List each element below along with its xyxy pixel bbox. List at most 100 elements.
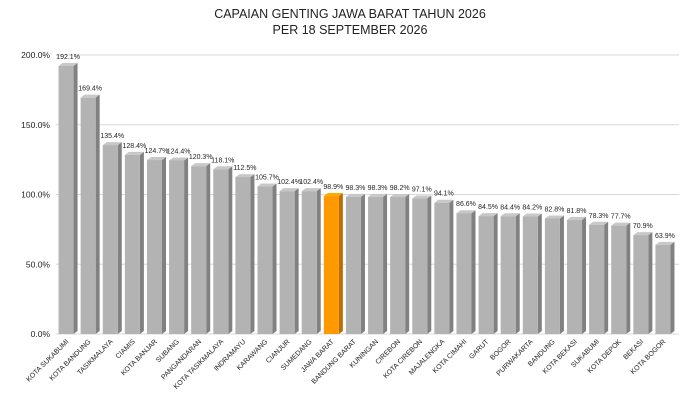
data-label: 70.9% <box>633 223 653 230</box>
bar <box>478 216 494 334</box>
category-label: KOTA BANDUNG <box>49 338 93 382</box>
bar-top <box>434 199 454 203</box>
y-tick-label: 100.0% <box>21 190 50 200</box>
data-label: 124.7% <box>145 148 169 155</box>
bar-side <box>139 151 144 334</box>
bar <box>58 66 74 334</box>
bar <box>345 196 361 334</box>
bars <box>58 63 675 334</box>
bar <box>191 166 207 334</box>
bar-top <box>301 188 321 192</box>
bar-top <box>390 194 410 198</box>
bar-top <box>257 183 277 187</box>
y-tick-label: 0.0% <box>31 329 51 339</box>
data-label: 98.3% <box>368 185 388 192</box>
data-label: 105.7% <box>255 175 279 182</box>
bar-top <box>235 174 255 178</box>
bar-top <box>478 213 498 217</box>
chart-title: CAPAIAN GENTING JAWA BARAT TAHUN 2026 PE… <box>0 6 700 38</box>
data-label: 192.1% <box>56 54 80 61</box>
bar <box>412 198 428 334</box>
bar-side <box>316 188 321 334</box>
data-label: 84.4% <box>500 204 520 211</box>
bar <box>456 213 472 334</box>
bar-side <box>471 210 476 334</box>
y-tick-label: 150.0% <box>21 120 50 130</box>
data-label: 98.9% <box>323 184 343 191</box>
data-label: 77.7% <box>611 214 631 221</box>
category-label: KOTA CIREBON <box>382 338 424 380</box>
bar <box>102 145 118 334</box>
data-label: 84.2% <box>522 205 542 212</box>
bar-side <box>73 63 78 334</box>
y-tick-label: 200.0% <box>21 50 50 60</box>
bar-side <box>559 215 564 334</box>
bar-top <box>456 210 476 214</box>
bar-top <box>191 163 211 167</box>
bar-top <box>633 232 653 236</box>
bar <box>80 97 96 334</box>
bar-side <box>360 193 365 334</box>
bar <box>279 191 295 334</box>
category-label: CIAMIS <box>115 338 137 360</box>
data-label: 124.4% <box>167 148 191 155</box>
bar-top <box>544 215 564 219</box>
bar-top <box>368 193 388 197</box>
bar-side <box>338 193 343 334</box>
bar-top <box>345 193 365 197</box>
data-label: 63.9% <box>655 233 675 240</box>
bar-side <box>537 213 542 334</box>
data-label: 78.3% <box>589 213 609 220</box>
bar <box>124 154 140 334</box>
bar-top <box>279 188 299 192</box>
bar <box>301 191 317 334</box>
bar <box>589 224 605 334</box>
bar-top <box>500 213 520 217</box>
bar-top <box>611 222 631 226</box>
bar-side <box>206 163 211 334</box>
bar <box>169 160 185 334</box>
bar <box>611 225 627 334</box>
bar-side <box>648 232 653 334</box>
bar <box>235 177 251 334</box>
data-label: 135.4% <box>100 133 124 140</box>
bar-side <box>670 241 675 334</box>
data-label: 98.3% <box>346 185 366 192</box>
bar-side <box>250 174 255 334</box>
bar-side <box>493 213 498 334</box>
bar-side <box>95 94 100 334</box>
data-labels: 192.1% 169.4% 135.4% 128.4%124.7%124.4%120.… <box>56 54 675 240</box>
bar-side <box>272 183 277 334</box>
data-label: 94.1% <box>434 191 454 198</box>
bar-side <box>405 194 410 334</box>
y-tick-label: 50.0% <box>26 259 51 269</box>
bar <box>146 160 162 334</box>
data-label: 97.1% <box>412 187 432 194</box>
bar <box>522 216 538 334</box>
y-axis-ticks: 0.0% 50.0% 100.0% 150.0% 200.0% <box>21 50 50 339</box>
bar-side <box>515 213 520 334</box>
data-label: 82.8% <box>544 206 564 213</box>
data-label: 169.4% <box>78 86 102 93</box>
bar-top <box>80 94 100 98</box>
data-label: 102.4% <box>299 179 323 186</box>
bar <box>434 202 450 334</box>
bar-side <box>161 157 166 334</box>
bar <box>213 169 229 334</box>
data-label: 81.8% <box>567 208 587 215</box>
bar <box>567 219 583 334</box>
bar-top <box>213 166 233 170</box>
bar <box>544 218 560 334</box>
bar-top <box>58 63 78 67</box>
bar-top <box>522 213 542 217</box>
data-label: 98.2% <box>390 185 410 192</box>
bar <box>390 197 406 334</box>
bar-top <box>323 193 343 197</box>
bar-side <box>383 193 388 334</box>
bar <box>368 196 384 334</box>
bar-side <box>294 188 299 334</box>
data-label: 120.3% <box>189 154 213 161</box>
bar <box>257 186 273 334</box>
